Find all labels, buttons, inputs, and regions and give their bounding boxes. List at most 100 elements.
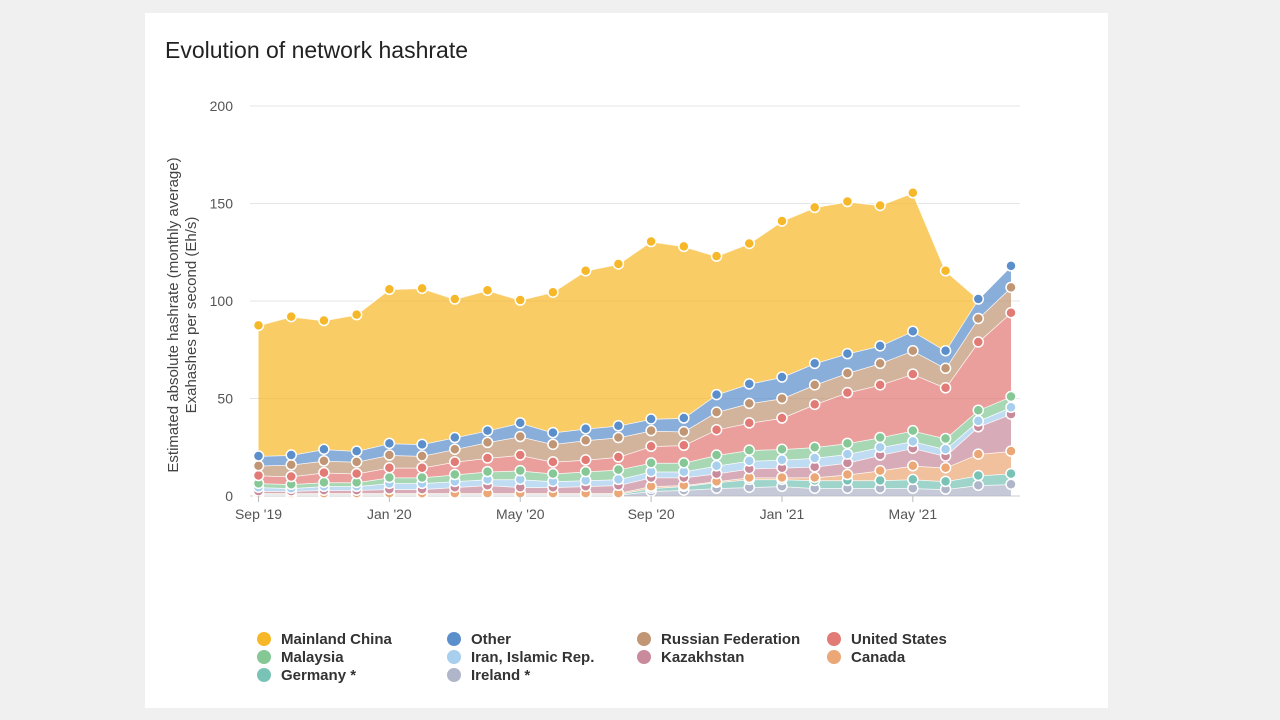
- data-point[interactable]: [874, 441, 886, 453]
- data-point[interactable]: [318, 466, 330, 479]
- data-point[interactable]: [449, 468, 461, 481]
- data-point[interactable]: [449, 443, 461, 455]
- data-point[interactable]: [776, 412, 788, 424]
- data-point[interactable]: [547, 438, 559, 451]
- data-point[interactable]: [350, 445, 363, 457]
- data-point[interactable]: [678, 240, 690, 253]
- data-point[interactable]: [939, 265, 952, 277]
- data-point[interactable]: [481, 465, 494, 478]
- data-point[interactable]: [1005, 467, 1017, 480]
- data-point[interactable]: [252, 460, 265, 472]
- legend-item[interactable]: Ireland *: [447, 666, 637, 684]
- data-point[interactable]: [907, 424, 919, 437]
- data-point[interactable]: [1005, 306, 1017, 319]
- data-point[interactable]: [776, 371, 788, 383]
- data-point[interactable]: [743, 444, 756, 456]
- data-point[interactable]: [645, 424, 657, 437]
- data-point[interactable]: [743, 397, 756, 410]
- data-point[interactable]: [1005, 281, 1017, 294]
- data-point[interactable]: [874, 431, 886, 444]
- data-point[interactable]: [939, 344, 952, 357]
- data-point[interactable]: [907, 187, 919, 199]
- data-point[interactable]: [383, 471, 396, 484]
- data-point[interactable]: [383, 449, 396, 461]
- data-point[interactable]: [874, 464, 886, 477]
- data-point[interactable]: [874, 379, 886, 391]
- data-point[interactable]: [285, 459, 297, 471]
- data-point[interactable]: [972, 448, 985, 460]
- data-point[interactable]: [612, 463, 625, 476]
- legend-item[interactable]: Mainland China: [257, 630, 447, 648]
- data-point[interactable]: [645, 457, 657, 469]
- data-point[interactable]: [285, 310, 297, 323]
- data-point[interactable]: [252, 319, 265, 332]
- data-point[interactable]: [318, 314, 330, 327]
- data-point[interactable]: [939, 443, 952, 455]
- data-point[interactable]: [972, 479, 985, 492]
- data-point[interactable]: [808, 357, 821, 370]
- legend-item[interactable]: Canada: [827, 648, 1017, 666]
- data-point[interactable]: [776, 443, 788, 455]
- data-point[interactable]: [416, 282, 428, 295]
- data-point[interactable]: [612, 451, 625, 463]
- legend-item[interactable]: Russian Federation: [637, 630, 827, 648]
- legend-item[interactable]: United States: [827, 630, 1017, 648]
- data-point[interactable]: [743, 378, 756, 390]
- legend-item[interactable]: Germany *: [257, 666, 447, 684]
- data-point[interactable]: [481, 424, 494, 437]
- data-point[interactable]: [743, 455, 756, 467]
- data-point[interactable]: [874, 340, 886, 352]
- data-point[interactable]: [710, 388, 723, 401]
- data-point[interactable]: [547, 426, 559, 439]
- data-point[interactable]: [612, 473, 625, 486]
- data-point[interactable]: [841, 448, 854, 460]
- data-point[interactable]: [776, 392, 788, 405]
- data-point[interactable]: [383, 437, 396, 450]
- data-point[interactable]: [547, 467, 559, 480]
- data-point[interactable]: [285, 470, 297, 483]
- data-point[interactable]: [645, 235, 657, 248]
- data-point[interactable]: [514, 430, 526, 443]
- data-point[interactable]: [612, 431, 625, 444]
- data-point[interactable]: [318, 476, 330, 489]
- data-point[interactable]: [514, 417, 526, 429]
- data-point[interactable]: [743, 417, 756, 429]
- data-point[interactable]: [808, 201, 821, 214]
- data-point[interactable]: [350, 308, 363, 321]
- legend-item[interactable]: Other: [447, 630, 637, 648]
- data-point[interactable]: [252, 450, 265, 462]
- data-point[interactable]: [710, 406, 723, 418]
- data-point[interactable]: [252, 469, 265, 482]
- data-point[interactable]: [874, 199, 886, 212]
- data-point[interactable]: [710, 460, 723, 472]
- data-point[interactable]: [743, 237, 756, 250]
- data-point[interactable]: [907, 368, 919, 380]
- data-point[interactable]: [710, 250, 723, 262]
- data-point[interactable]: [285, 449, 297, 461]
- data-point[interactable]: [514, 449, 526, 461]
- data-point[interactable]: [874, 357, 886, 370]
- data-point[interactable]: [481, 284, 494, 297]
- data-point[interactable]: [383, 283, 396, 296]
- data-point[interactable]: [776, 454, 788, 466]
- data-point[interactable]: [579, 265, 592, 277]
- data-point[interactable]: [808, 471, 821, 484]
- data-point[interactable]: [939, 475, 952, 488]
- data-point[interactable]: [776, 215, 788, 227]
- data-point[interactable]: [481, 436, 494, 449]
- data-point[interactable]: [841, 386, 854, 399]
- legend-item[interactable]: Malaysia: [257, 648, 447, 666]
- data-point[interactable]: [808, 379, 821, 391]
- data-point[interactable]: [383, 461, 396, 474]
- data-point[interactable]: [547, 286, 559, 298]
- data-point[interactable]: [579, 454, 592, 466]
- data-point[interactable]: [874, 474, 886, 487]
- data-point[interactable]: [939, 362, 952, 375]
- data-point[interactable]: [547, 456, 559, 468]
- data-point[interactable]: [481, 452, 494, 464]
- data-point[interactable]: [318, 455, 330, 467]
- data-point[interactable]: [579, 465, 592, 478]
- data-point[interactable]: [579, 434, 592, 447]
- data-point[interactable]: [1005, 390, 1017, 403]
- data-point[interactable]: [645, 440, 657, 453]
